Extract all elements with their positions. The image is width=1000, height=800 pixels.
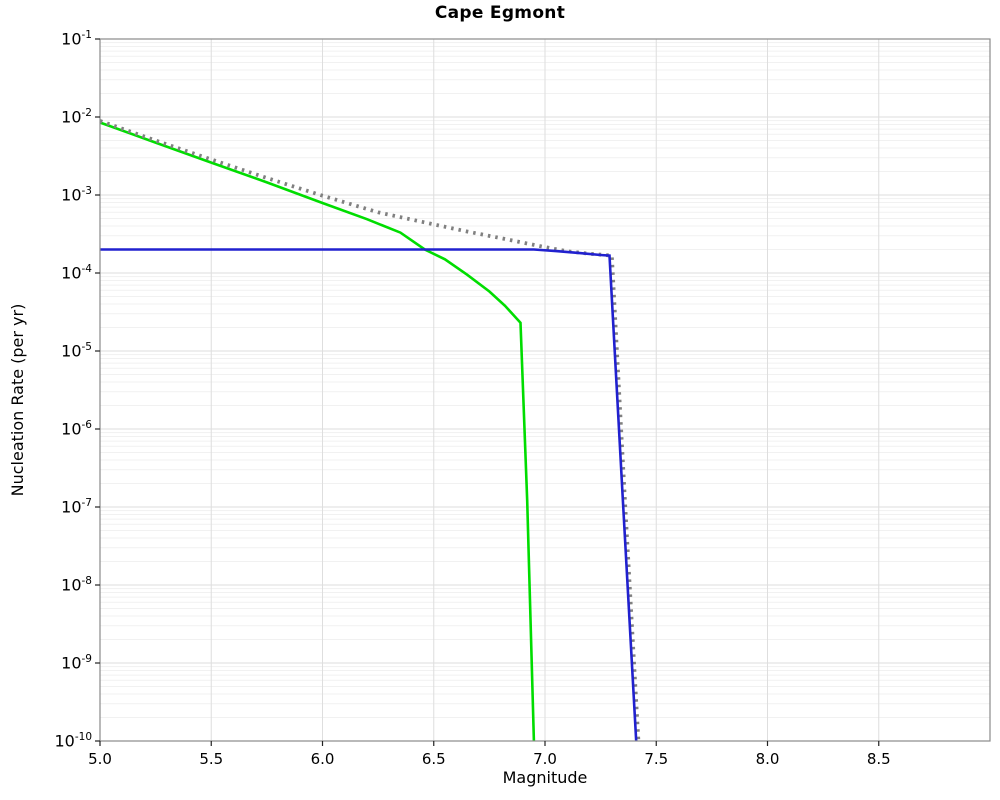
y-tick-label: 10-6 xyxy=(61,419,92,439)
chart-title: Cape Egmont xyxy=(434,3,566,23)
x-tick-label: 8.0 xyxy=(755,750,780,768)
x-tick-label: 8.5 xyxy=(866,750,891,768)
y-tick-label: 10-2 xyxy=(61,107,92,127)
x-tick-label: 6.0 xyxy=(310,750,335,768)
x-tick-label: 6.5 xyxy=(421,750,446,768)
gray-dotted-line xyxy=(99,119,641,742)
x-tick-label: 7.5 xyxy=(644,750,669,768)
x-tick-label: 5.5 xyxy=(199,750,224,768)
y-tick-label: 10-7 xyxy=(61,497,92,517)
y-tick-label: 10-1 xyxy=(61,29,92,49)
y-tick-label: 10-5 xyxy=(61,341,92,361)
y-tick-label: 10-10 xyxy=(54,731,92,751)
x-tick-label: 5.0 xyxy=(88,750,112,768)
y-tick-label: 10-9 xyxy=(61,653,92,673)
green-solid-line xyxy=(99,121,536,742)
y-tick-label: 10-3 xyxy=(61,185,92,205)
y-tick-label: 10-8 xyxy=(61,575,92,595)
x-axis-label: Magnitude xyxy=(502,768,588,787)
y-axis-label: Nucleation Rate (per yr) xyxy=(8,303,27,497)
y-tick-label: 10-4 xyxy=(61,263,92,283)
blue-solid-line xyxy=(100,248,638,742)
x-tick-label: 7.0 xyxy=(533,750,557,768)
